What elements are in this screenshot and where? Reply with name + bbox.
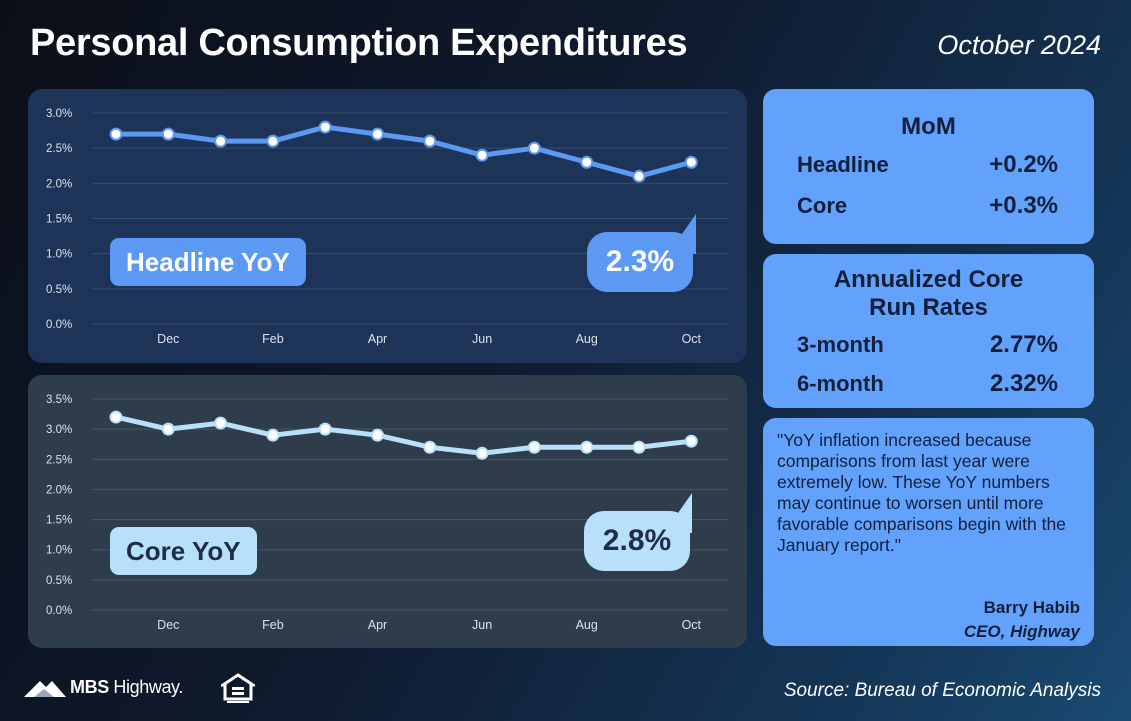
data-point bbox=[161, 422, 175, 436]
data-point bbox=[632, 169, 646, 183]
quote-role: CEO, Highway bbox=[963, 622, 1080, 641]
data-point bbox=[475, 148, 489, 162]
x-tick-label: Jun bbox=[472, 332, 492, 346]
y-tick-label: 2.0% bbox=[46, 484, 72, 496]
y-tick-label: 3.0% bbox=[46, 108, 72, 120]
report-date: October 2024 bbox=[937, 30, 1101, 60]
x-tick-label: Oct bbox=[682, 332, 702, 346]
series-line bbox=[113, 414, 694, 456]
data-point bbox=[266, 428, 280, 442]
y-tick-label: 0.5% bbox=[46, 575, 72, 587]
x-tick-label: Feb bbox=[262, 332, 284, 346]
logo-text-bold: MBS bbox=[70, 676, 109, 697]
x-tick-label: Dec bbox=[157, 332, 179, 346]
data-point bbox=[684, 434, 698, 448]
data-point bbox=[684, 155, 698, 169]
x-tick-label: Apr bbox=[368, 332, 387, 346]
logo-text-rest: Highway. bbox=[113, 676, 183, 697]
data-point bbox=[318, 120, 332, 134]
data-point bbox=[527, 440, 541, 454]
mom-headline-value: +0.2% bbox=[989, 151, 1058, 178]
mbs-highway-logo: MBS Highway. bbox=[24, 672, 183, 702]
y-tick-label: 1.5% bbox=[46, 214, 72, 226]
run-rate-6m-label: 6-month bbox=[797, 371, 884, 396]
data-point bbox=[423, 440, 437, 454]
y-tick-label: 2.5% bbox=[46, 143, 72, 155]
data-point bbox=[527, 141, 541, 155]
data-point bbox=[423, 134, 437, 148]
source-note: Source: Bureau of Economic Analysis bbox=[783, 680, 1101, 701]
data-point bbox=[266, 134, 280, 148]
run-rate-6m-value: 2.32% bbox=[989, 370, 1058, 397]
run-rates-title-line2: Run Rates bbox=[869, 294, 988, 321]
headline-series-label: Headline YoY bbox=[110, 238, 306, 286]
x-tick-label: Jun bbox=[472, 618, 492, 632]
headline-yoy-chart: 3.0% 2.5% 2.0% 1.5% 1.0% 0.5% 0.0% Dec Feb Apr Jun… bbox=[46, 108, 728, 346]
y-tick-label: 1.0% bbox=[46, 545, 72, 557]
mom-card: MoM Headline +0.2% Core +0.3% bbox=[763, 89, 1094, 244]
y-tick-label: 0.5% bbox=[46, 284, 72, 296]
data-point bbox=[318, 422, 332, 436]
headline-chart-panel: 3.0% 2.5% 2.0% 1.5% 1.0% 0.5% 0.0% Dec Feb Apr Jun… bbox=[28, 89, 747, 363]
x-tick-label: Oct bbox=[682, 618, 702, 632]
x-tick-label: Dec bbox=[157, 618, 179, 632]
data-point bbox=[371, 428, 384, 442]
data-point bbox=[109, 127, 123, 141]
y-tick-label: 3.5% bbox=[46, 394, 72, 406]
headline-callout: 2.3% bbox=[587, 232, 693, 292]
series-line bbox=[113, 124, 694, 179]
logo-text: MBS Highway. bbox=[70, 677, 183, 698]
y-tick-label: 0.0% bbox=[46, 605, 72, 617]
y-tick-label: 0.0% bbox=[46, 319, 72, 331]
core-chart-panel: 3.5% 3.0% 2.5% 2.0% 1.5% 1.0% 0.5% 0.0% Dec Feb Ap… bbox=[28, 375, 747, 648]
data-point bbox=[475, 446, 489, 460]
x-tick-label: Apr bbox=[368, 618, 387, 632]
run-rate-3m-label: 3-month bbox=[797, 332, 884, 357]
mom-title: MoM bbox=[901, 113, 956, 140]
data-point bbox=[580, 155, 594, 169]
data-point bbox=[214, 416, 228, 430]
core-callout: 2.8% bbox=[584, 511, 690, 571]
equal-housing-icon bbox=[221, 673, 255, 703]
y-tick-label: 1.5% bbox=[46, 515, 72, 527]
y-tick-label: 2.0% bbox=[46, 178, 72, 190]
quote-text: "YoY inflation increased because compari… bbox=[777, 430, 1066, 555]
mom-core-value: +0.3% bbox=[989, 192, 1058, 219]
x-tick-label: Aug bbox=[576, 332, 598, 346]
data-point bbox=[161, 127, 175, 141]
data-point bbox=[371, 127, 384, 141]
mountain-logo-icon bbox=[24, 681, 66, 697]
run-rates-title-line1: Annualized Core bbox=[833, 266, 1024, 293]
data-point bbox=[580, 440, 594, 454]
y-tick-label: 3.0% bbox=[46, 424, 72, 436]
page-title: Personal Consumption Expenditures bbox=[30, 22, 688, 64]
run-rate-3m-value: 2.77% bbox=[989, 331, 1058, 358]
data-point bbox=[632, 440, 646, 454]
data-point bbox=[214, 134, 228, 148]
core-series-label: Core YoY bbox=[110, 527, 257, 575]
x-tick-label: Feb bbox=[262, 618, 284, 632]
mom-core-label: Core bbox=[797, 193, 848, 218]
mom-headline-label: Headline bbox=[797, 152, 889, 177]
quote-author: Barry Habib bbox=[983, 598, 1080, 617]
y-tick-label: 1.0% bbox=[46, 249, 72, 261]
x-tick-label: Aug bbox=[576, 618, 598, 632]
quote-card: "YoY inflation increased because compari… bbox=[763, 418, 1094, 646]
y-tick-label: 2.5% bbox=[46, 454, 72, 466]
data-point bbox=[109, 410, 123, 424]
run-rates-card: Annualized Core Run Rates 3-month 2.77% … bbox=[763, 254, 1094, 408]
